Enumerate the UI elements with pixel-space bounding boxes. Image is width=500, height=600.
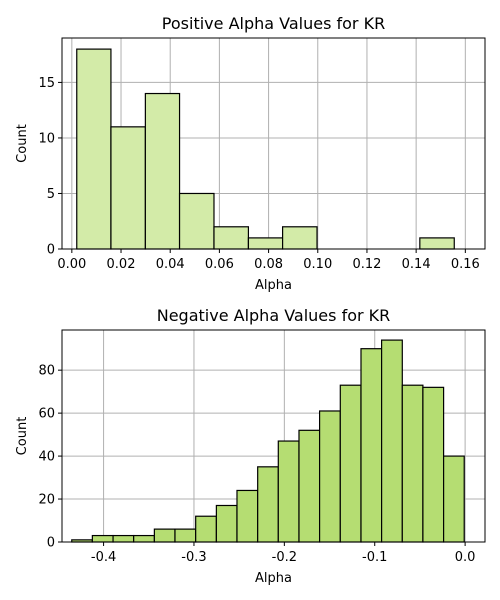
y-tick-label: 20 — [38, 493, 55, 508]
x-tick-label: 0.04 — [156, 257, 185, 272]
x-tick-label: 0.00 — [57, 257, 86, 272]
histogram-bar — [178, 192, 215, 250]
chart-title: Positive Alpha Values for KR — [162, 14, 385, 33]
histogram-bar — [339, 384, 362, 543]
y-tick-label: 0 — [47, 536, 55, 551]
histogram-bar — [213, 226, 250, 250]
chart-title: Negative Alpha Values for KR — [157, 306, 391, 325]
x-axis-label: Alpha — [255, 278, 292, 293]
y-tick-label: 15 — [38, 76, 55, 91]
x-tick-label: 0.12 — [352, 257, 381, 272]
x-axis-label: Alpha — [255, 571, 292, 586]
histogram-bar — [247, 237, 284, 250]
histogram-bar — [91, 534, 114, 543]
histogram-bar — [110, 126, 146, 250]
histogram-bar — [76, 48, 112, 250]
histogram-bar — [401, 384, 424, 543]
y-tick-label: 60 — [38, 407, 55, 422]
x-tick-label: 0.0 — [455, 550, 476, 565]
histogram-bar — [281, 226, 318, 250]
histogram-bar — [236, 489, 259, 543]
histogram-bar — [422, 386, 445, 543]
plot-frame — [61, 329, 486, 543]
histogram-bar — [381, 339, 403, 543]
y-tick-label: 0 — [47, 243, 55, 258]
ticks: 0.00 0.02 0.04 0.06 0.08 0.10 0.12 0.14 0.16 0 5 10… — [38, 76, 479, 272]
y-tick-label: 40 — [38, 450, 55, 465]
positive-alpha-histogram: Positive Alpha Values for KR 0.00 0.02 0.0… — [15, 14, 486, 293]
histogram-bar — [195, 515, 217, 543]
histogram-bar — [215, 504, 238, 543]
histogram-bar — [318, 410, 341, 543]
ticks: -0.4 -0.3 -0.2 -0.1 0.0 0 20 40 60 80 — [38, 364, 475, 565]
histogram-bar — [144, 92, 181, 250]
histogram-bar — [133, 534, 155, 543]
x-tick-label: 0.02 — [107, 257, 136, 272]
x-tick-label: -0.2 — [272, 550, 297, 565]
x-tick-label: 0.08 — [254, 257, 283, 272]
negative-alpha-histogram: Negative Alpha Values for KR -0.4 -0.3 -0.… — [15, 306, 486, 586]
y-tick-label: 10 — [38, 131, 55, 146]
bars — [76, 48, 455, 250]
y-axis-label: Count — [15, 417, 30, 456]
plot-frame — [61, 37, 486, 250]
histogram-bar — [277, 440, 300, 543]
histogram-bar — [112, 534, 135, 543]
x-tick-label: -0.4 — [91, 550, 116, 565]
histogram-bar — [257, 466, 279, 543]
x-tick-label: 0.16 — [451, 257, 480, 272]
y-tick-label: 80 — [38, 364, 55, 379]
y-axis-label: Count — [15, 124, 30, 163]
histogram-bar — [419, 237, 455, 250]
y-tick-label: 5 — [47, 187, 55, 202]
histogram-bar — [443, 455, 465, 543]
x-tick-label: 0.14 — [402, 257, 431, 272]
histogram-bar — [153, 528, 176, 543]
x-tick-label: -0.3 — [181, 550, 206, 565]
histogram-bar — [174, 528, 197, 543]
histogram-bar — [360, 348, 383, 543]
x-tick-label: -0.1 — [362, 550, 387, 565]
histogram-bar — [298, 429, 321, 543]
x-tick-label: 0.10 — [303, 257, 332, 272]
x-tick-label: 0.06 — [205, 257, 234, 272]
